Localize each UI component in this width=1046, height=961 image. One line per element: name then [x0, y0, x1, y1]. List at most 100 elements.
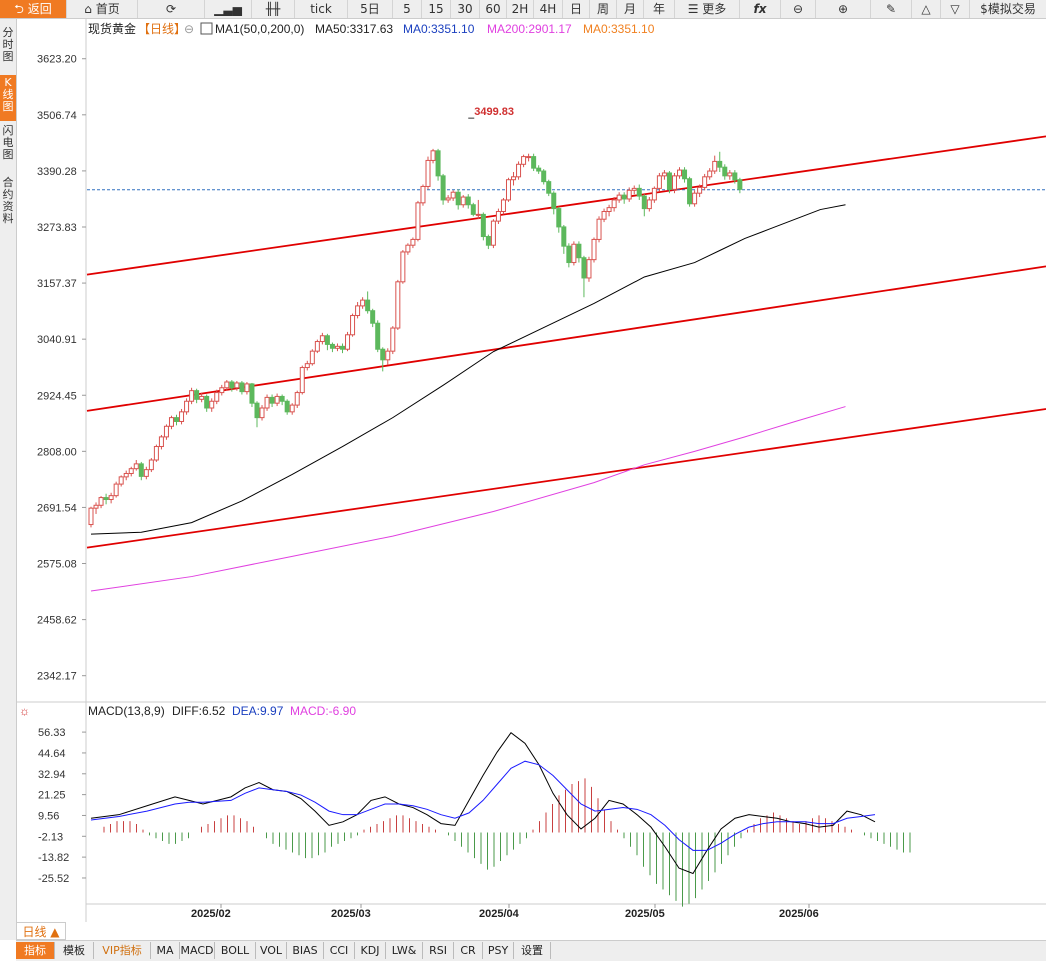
macd-diff-value: DIFF:6.52 [172, 704, 226, 718]
candle-body [370, 310, 376, 324]
period-month[interactable]: 月 [617, 0, 644, 18]
candle-body [239, 382, 245, 393]
indicator-tab-14[interactable]: 设置 [514, 942, 551, 959]
price-tick-label: 2924.45 [37, 390, 77, 402]
candle-body [435, 150, 441, 177]
candle-body [677, 169, 683, 177]
candle-body [108, 495, 114, 501]
x-tick-label: 2025/05 [625, 908, 665, 920]
indicator-tab-bar: 指标 模板 VIP指标 MA MACD BOLL VOL BIAS CCI KDJ LW& RSI CR… [16, 940, 1046, 961]
formula-button[interactable]: fx [740, 0, 781, 18]
bar-chart-button[interactable]: ▁▃▅ [205, 0, 252, 18]
more-button[interactable]: ☰ 更多 [675, 0, 740, 18]
tick-button[interactable]: tick [295, 0, 348, 18]
macd-y-ticks: 56.33 44.64 32.94 21.25 9.56 -2.13 -13.82 -25.5… [38, 727, 86, 885]
collapse-icon[interactable]: ⊖ [184, 22, 194, 36]
indicator-tab-6[interactable]: VOL [256, 942, 287, 959]
indicator-tab-11[interactable]: RSI [423, 942, 454, 959]
candle-body [128, 468, 134, 474]
period-m60[interactable]: 60 [480, 0, 507, 18]
candle-body [400, 251, 406, 283]
refresh-button[interactable]: ⟳ [138, 0, 205, 18]
sidebar-tab-contract-info[interactable]: 合约资料 [2, 176, 14, 225]
period-week[interactable]: 周 [590, 0, 617, 18]
candle-body [319, 335, 325, 343]
triangle-down-button[interactable]: ▽ [941, 0, 970, 18]
period-2h[interactable]: 2H [507, 0, 534, 18]
indicator-tab-5[interactable]: BOLL [215, 942, 256, 959]
home-button[interactable]: ⌂ 首页 [67, 0, 138, 18]
indicator-tab-9[interactable]: KDJ [355, 942, 386, 959]
indicator-tab-8[interactable]: CCI [324, 942, 355, 959]
candle-body [661, 172, 667, 177]
macd-tick-label: 21.25 [38, 790, 66, 802]
sidebar-tab-kline[interactable]: K线图 [0, 75, 16, 121]
candle-body [360, 299, 366, 307]
indicator-tab-2[interactable]: VIP指标 [94, 942, 151, 959]
candle-body [576, 243, 582, 259]
candle-body [495, 210, 501, 222]
candle-body [722, 166, 728, 177]
candle-body [536, 167, 542, 172]
annotation-label: 3499.83 [474, 106, 514, 118]
candle-body [581, 257, 587, 279]
candle-body [692, 192, 698, 205]
candle-body [284, 400, 290, 413]
candle-body [88, 507, 94, 526]
trend-channel-line [86, 135, 1046, 276]
sim-trade-button[interactable]: $模拟交易 [980, 2, 1036, 16]
candle-body [174, 417, 180, 422]
candle-chart-button[interactable]: ╫╫ [252, 0, 295, 18]
indicator-tab-1[interactable]: 模板 [55, 942, 94, 959]
candle-body [168, 417, 174, 427]
draw-button[interactable]: ✎ [871, 0, 912, 18]
sidebar-tab-timeshare[interactable]: 分时图 [2, 26, 14, 63]
ma-config-icon[interactable] [200, 22, 213, 35]
candle-body [732, 172, 738, 181]
period-day[interactable]: 日 [563, 0, 590, 18]
candle-body [324, 335, 330, 345]
period-m15[interactable]: 15 [422, 0, 451, 18]
macd-tick-label: 32.94 [38, 769, 66, 781]
back-button[interactable]: ⮌ 返回 [0, 0, 67, 18]
indicator-tab-3[interactable]: MA [151, 942, 180, 959]
indicator-tab-0[interactable]: 指标 [16, 942, 55, 959]
toolbar: ⮌ 返回 ⌂ 首页 ⟳ ▁▃▅ ╫╫ tick 5日 5 15 30 60 2H… [0, 0, 1046, 19]
candle-body [712, 160, 718, 172]
candle-body [334, 345, 340, 349]
candle-body [304, 363, 310, 369]
period-m30[interactable]: 30 [451, 0, 480, 18]
indicator-tab-13[interactable]: PSY [483, 942, 514, 959]
zoom-in-icon: ⊕ [837, 2, 849, 16]
candle-body [556, 208, 562, 228]
period-4h[interactable]: 4H [534, 0, 563, 18]
macd-histogram [103, 778, 911, 907]
period-5day[interactable]: 5日 [348, 0, 393, 18]
period-year[interactable]: 年 [644, 0, 675, 18]
price-tick-label: 3157.37 [37, 278, 77, 290]
candle-body [717, 160, 723, 168]
indicator-tab-7[interactable]: BIAS [287, 942, 324, 959]
candle-body [345, 334, 351, 350]
macd-settings-icon[interactable]: ☼ [19, 704, 30, 718]
chart-area[interactable]: 3623.20 3506.74 3390.28 3273.83 3157.37 3040.… [16, 19, 1046, 922]
candle-body [98, 497, 104, 506]
indicator-tab-4[interactable]: MACD [180, 942, 215, 959]
ma50-value: MA50:3317.63 [315, 22, 393, 36]
period-m5[interactable]: 5 [393, 0, 422, 18]
indicator-tab-10[interactable]: LW& [386, 942, 423, 959]
candle-body [143, 469, 149, 477]
indicator-tab-12[interactable]: CR [454, 942, 483, 959]
x-tick-label: 2025/03 [331, 908, 371, 920]
candle-body [485, 236, 491, 246]
sidebar-tab-flash[interactable]: 闪电图 [2, 124, 14, 161]
candle-body [375, 322, 381, 350]
zoom-in-button[interactable]: ⊕ [816, 0, 871, 18]
price-legend: 现货黄金 【日线】 ⊖ MA1(50,0,200,0) MA50:3317.63… [88, 21, 655, 36]
timeframe-selector[interactable]: 日线 ▲ [16, 922, 66, 940]
candle-body [138, 463, 144, 477]
zoom-out-button[interactable]: ⊖ [781, 0, 816, 18]
triangle-up-button[interactable]: △ [912, 0, 941, 18]
candle-body [249, 383, 255, 404]
ma200-value: MA200:2901.17 [487, 22, 572, 36]
